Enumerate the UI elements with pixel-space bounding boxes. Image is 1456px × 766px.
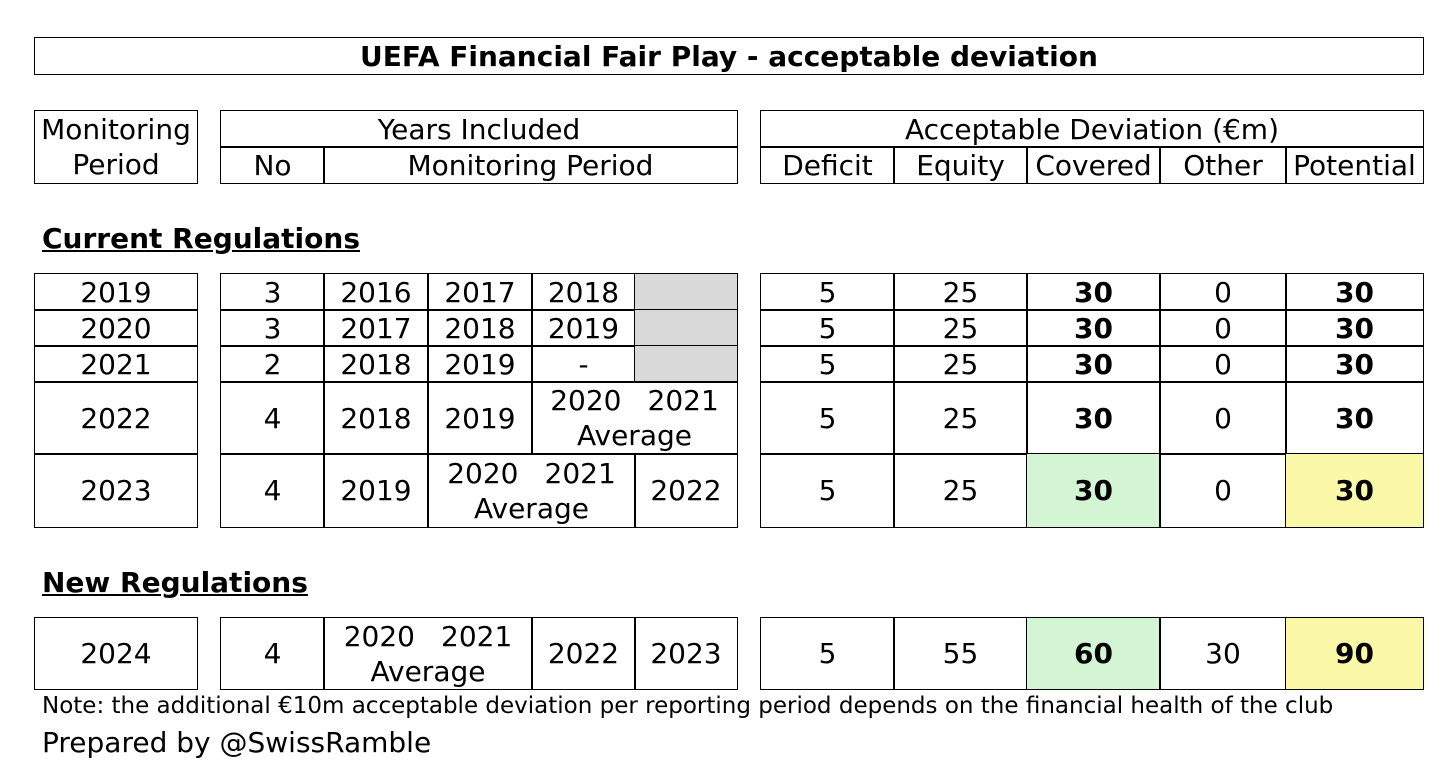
average-year: 2020 bbox=[550, 384, 622, 417]
header-monitoring-period: Monitoring Period bbox=[34, 110, 198, 184]
header-other: Other bbox=[1159, 146, 1287, 184]
average-years: 2020 2021 bbox=[344, 619, 513, 654]
header-potential: Potential bbox=[1285, 146, 1424, 184]
potential-cell: 30 bbox=[1285, 273, 1424, 311]
average-label: Average bbox=[370, 654, 486, 688]
equity-cell: 25 bbox=[893, 309, 1028, 347]
page-title: UEFA Financial Fair Play - acceptable de… bbox=[34, 37, 1424, 75]
average-year: 2020 bbox=[447, 456, 519, 490]
other-cell: 0 bbox=[1159, 309, 1287, 347]
header-equity: Equity bbox=[893, 146, 1028, 184]
deficit-cell: 5 bbox=[760, 617, 895, 690]
average-label: Average bbox=[577, 419, 692, 452]
no-cell: 4 bbox=[220, 617, 325, 690]
deficit-cell: 5 bbox=[760, 381, 895, 455]
period-cell: 2020 bbox=[34, 309, 198, 347]
covered-cell: 30 bbox=[1026, 381, 1161, 455]
no-cell: 4 bbox=[220, 453, 325, 528]
potential-cell: 30 bbox=[1285, 381, 1424, 455]
year-cell: - bbox=[531, 345, 636, 383]
no-cell: 3 bbox=[220, 273, 325, 311]
year-cell: 2022 bbox=[634, 453, 738, 528]
average-label: Average bbox=[474, 491, 589, 525]
covered-cell: 30 bbox=[1026, 309, 1161, 347]
year-cell: 2019 bbox=[323, 453, 429, 528]
year-cell: 2017 bbox=[427, 273, 533, 311]
other-cell: 0 bbox=[1159, 345, 1287, 383]
equity-cell: 25 bbox=[893, 381, 1028, 455]
other-cell: 0 bbox=[1159, 381, 1287, 455]
year-cell: 2019 bbox=[427, 345, 533, 383]
header-deficit: Deficit bbox=[760, 146, 895, 184]
year-cell: 2018 bbox=[531, 273, 636, 311]
year-cell: 2019 bbox=[427, 381, 533, 455]
period-cell: 2021 bbox=[34, 345, 198, 383]
empty-year-cell bbox=[634, 273, 738, 311]
footnote: Note: the additional €10m acceptable dev… bbox=[42, 693, 1334, 719]
header-no: No bbox=[220, 146, 325, 184]
average-year: 2021 bbox=[544, 456, 616, 490]
potential-cell: 30 bbox=[1285, 309, 1424, 347]
potential-cell: 30 bbox=[1285, 345, 1424, 383]
no-cell: 3 bbox=[220, 309, 325, 347]
covered-cell: 30 bbox=[1026, 345, 1161, 383]
equity-cell: 25 bbox=[893, 273, 1028, 311]
deficit-cell: 5 bbox=[760, 309, 895, 347]
empty-year-cell bbox=[634, 309, 738, 347]
year-cell: 2017 bbox=[323, 309, 429, 347]
covered-cell-highlight: 60 bbox=[1026, 617, 1161, 690]
average-years: 2020 2021 bbox=[550, 383, 719, 418]
year-cell: 2018 bbox=[323, 381, 429, 455]
average-years-cell: 2020 2021 Average bbox=[531, 381, 738, 455]
average-year: 2021 bbox=[441, 619, 513, 653]
header-acceptable-deviation: Acceptable Deviation (€m) bbox=[760, 110, 1424, 148]
header-years-included: Years Included bbox=[220, 110, 738, 148]
potential-cell-highlight: 90 bbox=[1285, 617, 1424, 690]
equity-cell: 25 bbox=[893, 345, 1028, 383]
deficit-cell: 5 bbox=[760, 453, 895, 528]
year-cell: 2016 bbox=[323, 273, 429, 311]
no-cell: 2 bbox=[220, 345, 325, 383]
average-years-cell: 2020 2021 Average bbox=[427, 453, 636, 528]
other-cell: 30 bbox=[1159, 617, 1287, 690]
year-cell: 2019 bbox=[531, 309, 636, 347]
header-monitoring-period-years: Monitoring Period bbox=[323, 146, 738, 184]
header-covered: Covered bbox=[1026, 146, 1161, 184]
period-cell: 2019 bbox=[34, 273, 198, 311]
section-new-regulations: New Regulations bbox=[42, 566, 308, 599]
average-years: 2020 2021 bbox=[447, 456, 616, 491]
equity-cell: 25 bbox=[893, 453, 1028, 528]
year-cell: 2022 bbox=[531, 617, 636, 690]
year-cell: 2018 bbox=[323, 345, 429, 383]
no-cell: 4 bbox=[220, 381, 325, 455]
deficit-cell: 5 bbox=[760, 345, 895, 383]
section-current-regulations: Current Regulations bbox=[42, 222, 360, 255]
period-cell: 2024 bbox=[34, 617, 198, 690]
covered-cell: 30 bbox=[1026, 273, 1161, 311]
year-cell: 2018 bbox=[427, 309, 533, 347]
deficit-cell: 5 bbox=[760, 273, 895, 311]
period-cell: 2022 bbox=[34, 381, 198, 455]
header-monitoring-label-1: Monitoring bbox=[41, 113, 191, 146]
potential-cell-highlight: 30 bbox=[1285, 453, 1424, 528]
header-monitoring-label-2: Period bbox=[72, 148, 160, 181]
empty-year-cell bbox=[634, 345, 738, 383]
covered-cell-highlight: 30 bbox=[1026, 453, 1161, 528]
other-cell: 0 bbox=[1159, 273, 1287, 311]
credit-line: Prepared by @SwissRamble bbox=[42, 726, 432, 759]
equity-cell: 55 bbox=[893, 617, 1028, 690]
average-year: 2021 bbox=[647, 384, 719, 417]
year-cell: 2023 bbox=[634, 617, 738, 690]
average-year: 2020 bbox=[343, 619, 415, 653]
period-cell: 2023 bbox=[34, 453, 198, 528]
average-years-cell: 2020 2021 Average bbox=[323, 617, 533, 690]
other-cell: 0 bbox=[1159, 453, 1287, 528]
